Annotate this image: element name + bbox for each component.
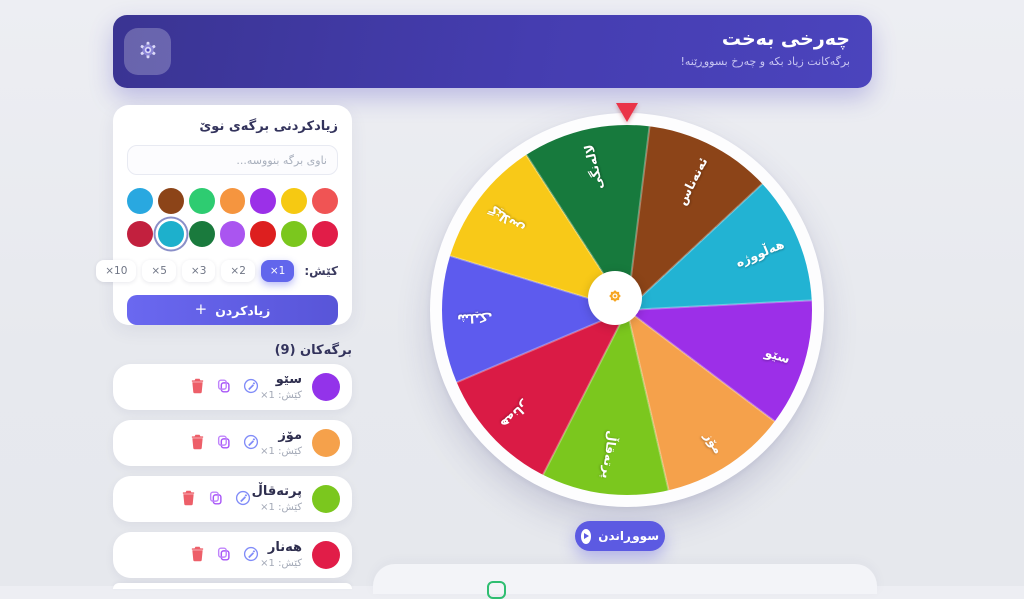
wheel-hub — [588, 271, 642, 325]
wheel-segment-label: شلیک — [456, 310, 493, 327]
color-swatch[interactable] — [127, 221, 153, 247]
color-swatch[interactable] — [250, 188, 277, 214]
segment-divider — [542, 309, 628, 476]
duplicate-entry-button[interactable] — [215, 378, 233, 396]
entry-color-dot — [312, 541, 340, 569]
entry-color-dot — [312, 429, 340, 457]
color-swatch[interactable] — [219, 221, 246, 247]
wheel-segment-label: پرتەقاڵ — [599, 429, 621, 480]
spin-button-label: سووڕاندن — [598, 529, 659, 543]
plus-icon: + — [194, 300, 208, 318]
weight-option-button[interactable]: ×3 — [181, 260, 216, 282]
color-swatch[interactable] — [188, 221, 215, 247]
entry-name: هەنار — [267, 539, 302, 555]
color-palette — [127, 188, 339, 247]
entry-color-dot — [312, 485, 340, 513]
add-entry-button[interactable]: زیادکردن + — [127, 295, 338, 325]
edit-entry-button[interactable] — [242, 546, 260, 564]
trash-icon — [190, 434, 205, 453]
entry-row: هەنار کێش: ×1 — [113, 532, 352, 578]
segment-divider — [626, 299, 812, 311]
entries-heading: برگەکان (9) — [274, 343, 352, 358]
weight-selector: کێش: ×1 ×2 ×3 ×5 ×10 — [96, 260, 338, 282]
entry-name: پرتەقاڵ — [251, 483, 302, 499]
add-entry-button-label: زیادکردن — [215, 302, 271, 318]
wheel-segment-label: لالەنگی — [580, 142, 606, 192]
entry-name: سێو — [275, 371, 302, 387]
wheel-segment-label: سێو — [763, 344, 792, 367]
entry-weight: کێش: ×1 — [260, 390, 302, 402]
wheel-pointer-icon — [616, 103, 638, 122]
duplicate-entry-button[interactable] — [207, 490, 225, 508]
entry-weight: کێش: ×1 — [260, 446, 302, 458]
color-swatch[interactable] — [281, 188, 308, 214]
delete-entry-button[interactable] — [188, 378, 206, 396]
edit-entry-button[interactable] — [242, 378, 260, 396]
wheel-segment-label: ئەنەناس — [673, 154, 711, 208]
color-swatch[interactable] — [219, 188, 246, 214]
play-icon — [581, 528, 592, 544]
entry-row: پرتەقاڵ کێش: ×1 — [113, 476, 352, 522]
entry-name-input[interactable] — [127, 145, 338, 175]
delete-entry-button[interactable] — [188, 546, 206, 564]
edit-entry-button[interactable] — [234, 490, 252, 508]
weight-label: کێش: — [304, 264, 338, 278]
copy-icon — [216, 546, 232, 565]
copy-icon — [216, 378, 232, 397]
spin-button[interactable]: سووڕاندن — [575, 521, 665, 551]
color-swatch[interactable] — [127, 188, 153, 214]
color-swatch[interactable] — [312, 188, 339, 214]
duplicate-entry-button[interactable] — [215, 434, 233, 452]
color-swatch[interactable] — [157, 188, 184, 214]
wheel-segment-label: گێلاس — [486, 202, 527, 238]
trash-icon — [181, 490, 196, 509]
entry-row: مۆز کێش: ×1 — [113, 420, 352, 466]
add-entry-card: زیادکردنی برگەی نوێ کێش: ×1×2×3×5×10 زیا… — [96, 105, 352, 325]
color-swatch[interactable] — [312, 221, 339, 247]
entry-row: سێو کێش: ×1 — [113, 364, 352, 410]
trash-icon — [190, 546, 205, 565]
edit-icon — [235, 490, 251, 509]
results-card-partial — [373, 564, 877, 594]
entry-card-partial — [113, 583, 352, 589]
page-subtitle: برگەکانت زیاد بکە و چەرخ بسووڕێنە! — [680, 55, 850, 68]
trash-icon — [190, 378, 205, 397]
edit-icon — [243, 546, 259, 565]
entry-weight: کێش: ×1 — [260, 558, 302, 570]
delete-entry-button[interactable] — [188, 434, 206, 452]
color-swatch[interactable] — [250, 221, 277, 247]
page-title: چەرخی بەخت — [721, 28, 850, 50]
segment-divider — [626, 183, 763, 311]
wheel-segment-label: مۆز — [701, 429, 727, 457]
delete-entry-button[interactable] — [180, 490, 198, 508]
color-swatch[interactable] — [281, 221, 308, 247]
edit-icon — [243, 378, 259, 397]
weight-option-button[interactable]: ×10 — [96, 260, 137, 282]
duplicate-entry-button[interactable] — [215, 546, 233, 564]
weight-option-button[interactable]: ×1 — [260, 260, 295, 282]
star-icon — [606, 287, 624, 309]
settings-button[interactable] — [124, 28, 171, 75]
gear-icon — [137, 39, 159, 64]
color-swatch[interactable] — [188, 188, 215, 214]
color-swatch[interactable] — [157, 221, 184, 247]
weight-option-button[interactable]: ×5 — [142, 260, 176, 282]
entry-color-dot — [312, 373, 340, 401]
edit-entry-button[interactable] — [242, 434, 260, 452]
edit-icon — [243, 434, 259, 453]
add-entry-title: زیادکردنی برگەی نوێ — [199, 119, 338, 134]
app-header: چەرخی بەخت برگەکانت زیاد بکە و چەرخ بسوو… — [113, 15, 872, 88]
gift-icon — [487, 581, 506, 599]
copy-icon — [216, 434, 232, 453]
entry-weight: کێش: ×1 — [260, 502, 302, 514]
copy-icon — [208, 490, 224, 509]
wheel-rim: لالەنگی ئەنەناس هەڵووژە سێو مۆز پرتەقاڵ هەنار ش… — [430, 113, 824, 507]
weight-option-button[interactable]: ×2 — [221, 260, 255, 282]
entry-name: مۆز — [278, 427, 302, 443]
